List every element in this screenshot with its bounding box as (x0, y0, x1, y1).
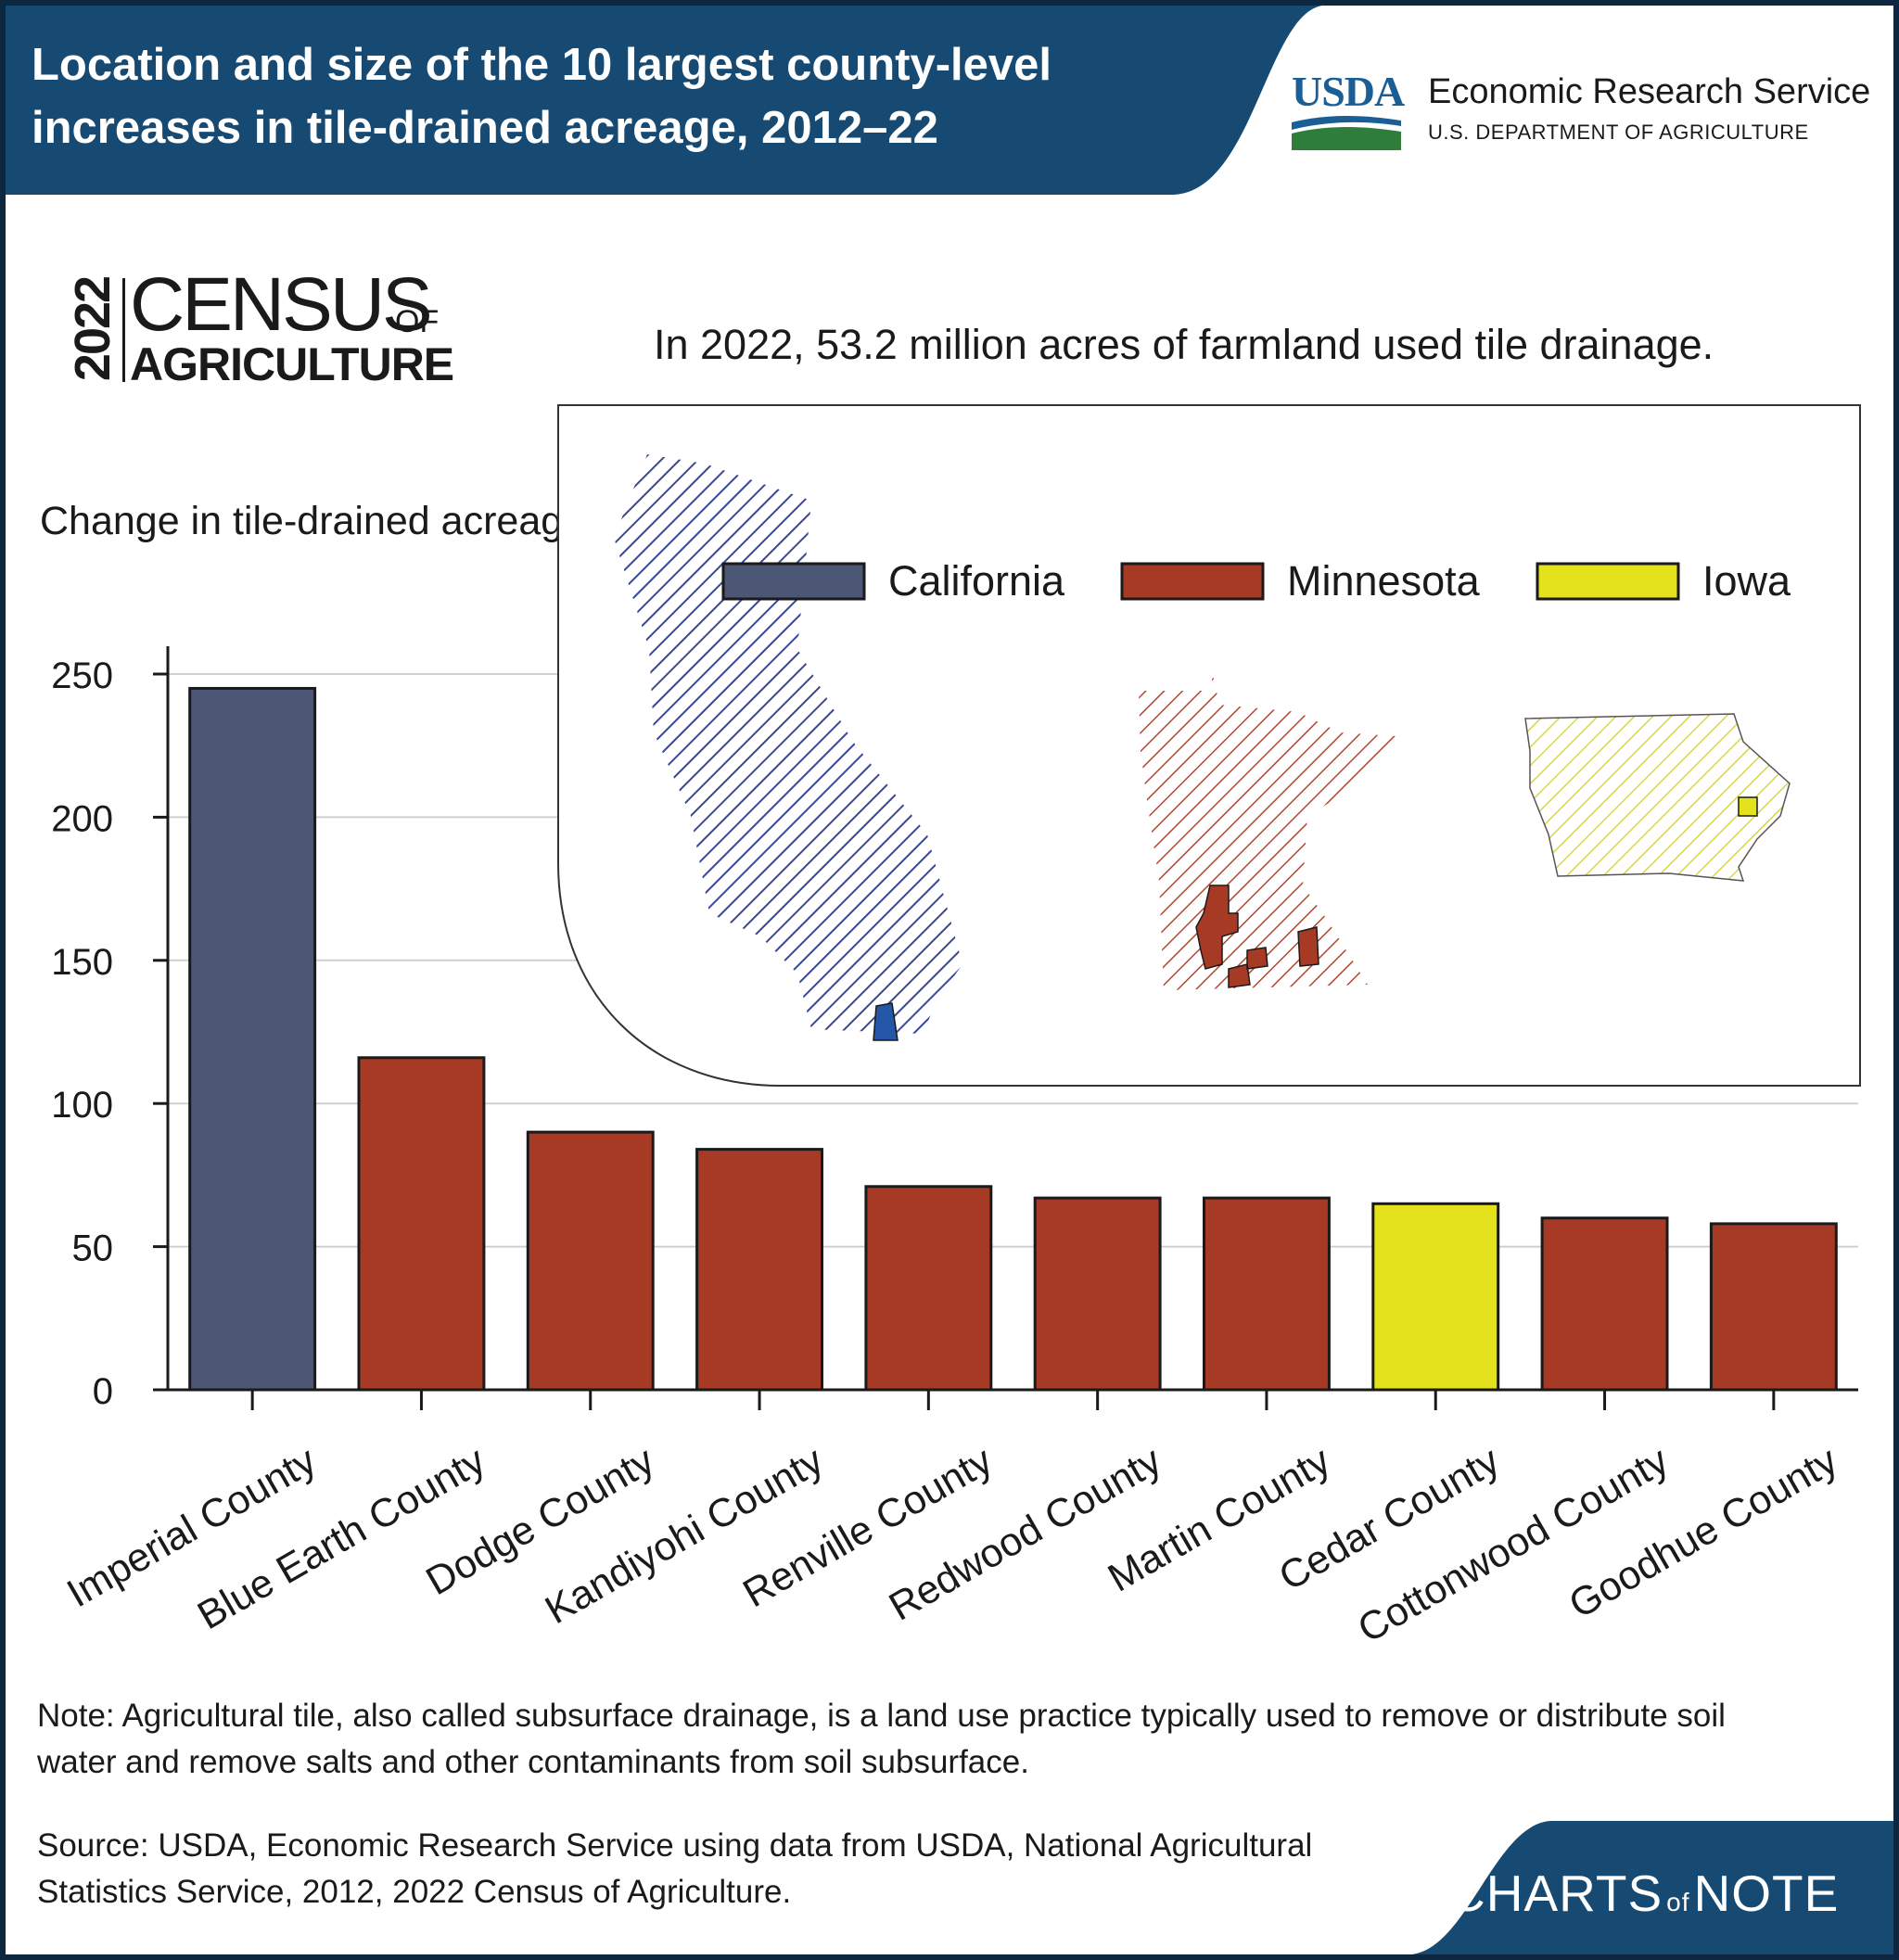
bar-redwood-county (1033, 1196, 1162, 1392)
department-name: U.S. DEPARTMENT OF AGRICULTURE (1428, 121, 1809, 144)
y-tick-label: 0 (93, 1371, 113, 1412)
census-logo-agriculture: AGRICULTURE (130, 338, 454, 390)
x-tick-label: Redwood County (882, 1438, 1169, 1630)
usda-logo-word: USDA (1292, 68, 1405, 115)
bar-cedar-county (1371, 1202, 1500, 1392)
legend-label: California (888, 557, 1065, 605)
minnesota-counties-map (1195, 885, 1319, 988)
bar-dodge-county (526, 1130, 655, 1392)
bar-blue-earth-county (357, 1056, 486, 1392)
imperial-county-map (873, 1002, 899, 1041)
brand-charts: CHARTS (1448, 1865, 1663, 1922)
legend-swatch (721, 562, 866, 601)
x-tick-label: Cottonwood County (1350, 1438, 1676, 1652)
bar-kandiyohi-county (695, 1148, 824, 1392)
charts-of-note-brand: CHARTS ofNOTE (1448, 1864, 1839, 1923)
california-map (614, 454, 962, 1034)
x-tick-label: Kandiyohi County (538, 1438, 831, 1633)
legend: California Minnesota Iowa (721, 557, 1791, 605)
bar-goodhue-county (1709, 1222, 1838, 1392)
y-tick-label: 250 (51, 655, 113, 696)
footer-band (1411, 1821, 1893, 1954)
footnote-source: Source: USDA, Economic Research Service … (37, 1827, 1313, 1910)
brand-of: of (1666, 1888, 1690, 1916)
y-tick-label: 150 (51, 942, 113, 983)
bar-cottonwood-county (1540, 1216, 1669, 1392)
usda-swoosh-icon (1292, 116, 1401, 150)
census-logo-word: CENSUS (130, 262, 433, 347)
bar-renville-county (864, 1185, 993, 1392)
legend-swatch (1120, 562, 1265, 601)
y-tick-label: 50 (72, 1228, 114, 1269)
cedar-county-map (1738, 796, 1758, 817)
legend-label: Minnesota (1287, 557, 1481, 605)
header-band (6, 6, 1322, 195)
map-inset (557, 404, 1861, 1087)
legend-label: Iowa (1702, 557, 1791, 605)
iowa-map (1524, 713, 1791, 882)
brand-note: NOTE (1693, 1865, 1840, 1922)
bar-imperial-county (188, 686, 317, 1392)
agency-name: Economic Research Service (1428, 72, 1871, 111)
bar-chart: California Minnesota Iowa 050100150200250 … (51, 404, 1861, 1652)
chart-subtitle: In 2022, 53.2 million acres of farmland … (654, 321, 1714, 368)
legend-swatch (1536, 562, 1680, 601)
y-tick-label: 100 (51, 1085, 113, 1126)
y-tick-label: 200 (51, 798, 113, 839)
chart-title: Location and size of the 10 largest coun… (32, 40, 1052, 153)
census-logo-of: OF (395, 304, 440, 339)
x-tick-label: Blue Earth County (190, 1438, 493, 1638)
bar-martin-county (1202, 1196, 1331, 1392)
footnote-note: Note: Agricultural tile, also called sub… (37, 1698, 1726, 1780)
census-logo-divider (122, 278, 125, 382)
